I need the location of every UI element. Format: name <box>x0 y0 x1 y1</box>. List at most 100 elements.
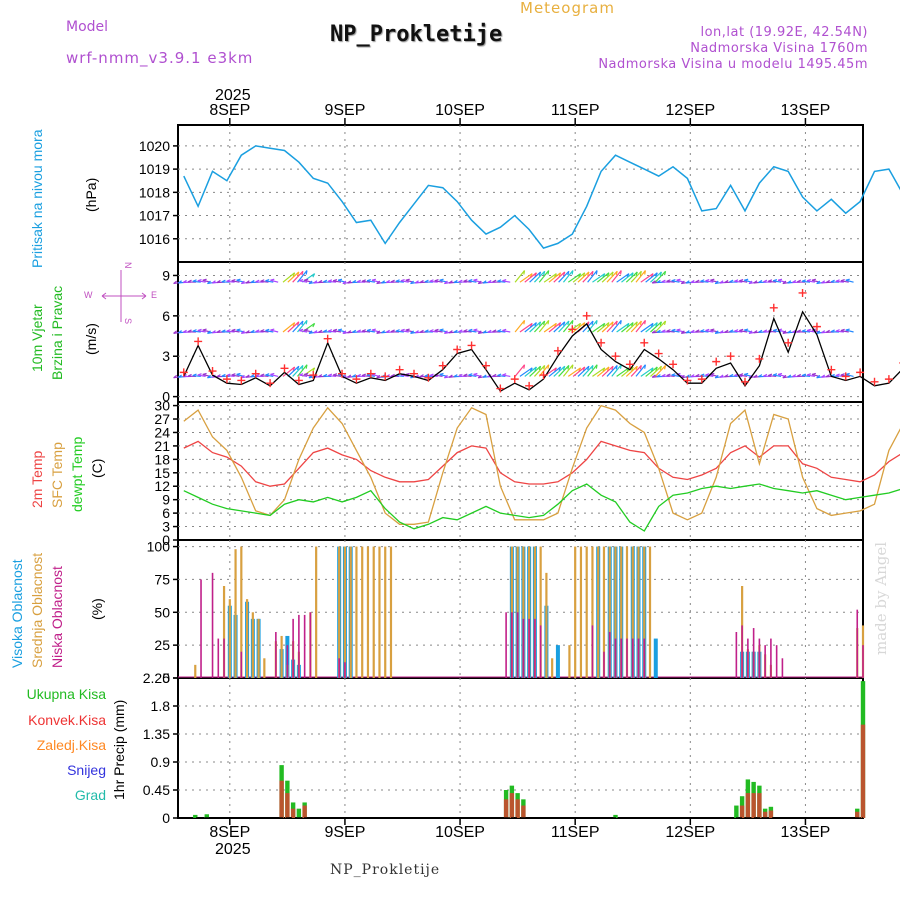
gust-marker <box>366 369 375 378</box>
wind-arrow <box>773 374 782 378</box>
precip-bar-1 <box>768 810 774 818</box>
wind-arrow-head <box>739 373 744 376</box>
wind-arrow-head <box>811 372 816 376</box>
wind-arrow-head <box>376 374 381 379</box>
wind-arrow <box>835 330 844 333</box>
y-tick-label: 1017 <box>139 208 170 224</box>
y-tick-label: 0 <box>162 670 170 686</box>
wind-arrow-head <box>453 329 458 333</box>
wind-arrow <box>434 330 443 333</box>
wind-arrow-head <box>825 374 830 378</box>
wind-arrow <box>468 330 477 333</box>
cloud-bar-1 <box>366 546 370 678</box>
wind-arrow <box>400 374 409 378</box>
compass-e: E <box>151 290 157 300</box>
wind-arrow <box>654 270 666 283</box>
wind-arrow <box>287 271 300 283</box>
wind-arrow-head <box>260 279 265 282</box>
wind-arrow-head <box>676 278 681 281</box>
gust-marker <box>179 368 188 377</box>
precip-legend-1: Konvek.Kisa <box>28 712 106 728</box>
cloud-bar-2 <box>781 658 784 678</box>
cloud-bar-1 <box>648 546 652 678</box>
model-altitude: Nadmorska Visina u modelu 1495.45m <box>598 57 868 72</box>
wind-arrow <box>611 319 622 333</box>
wind-arrow-head <box>571 270 574 275</box>
wind-arrow <box>287 365 300 377</box>
y-tick-label: 30 <box>154 398 170 414</box>
wind-arrow-head <box>615 271 618 276</box>
wind-arrow <box>645 366 658 377</box>
y-tick-label: 6 <box>162 308 170 324</box>
wind-arrow <box>806 330 815 333</box>
cloud-bar-1 <box>251 612 254 678</box>
wind-arrow-head <box>337 278 343 281</box>
wind-arrow-head <box>523 364 526 369</box>
cloud-bar-2 <box>637 638 640 678</box>
wind-arrow-head <box>202 372 207 376</box>
wind-arrow-head <box>187 329 192 333</box>
gust-marker <box>712 357 721 366</box>
wind-arrow-head <box>477 280 482 285</box>
wind-arrow-head <box>482 330 487 334</box>
y-tick-label: 0 <box>162 532 170 548</box>
gust-marker <box>395 365 404 374</box>
cloud-bar-2 <box>752 628 755 678</box>
wind-arrow <box>625 271 638 283</box>
gust-marker <box>338 369 347 378</box>
cloud-bars-group <box>178 546 865 678</box>
cloud-bar-1 <box>384 546 387 678</box>
wind-arrow-head <box>587 271 590 276</box>
x-tick-label-bottom: 10SEP <box>435 824 485 841</box>
wind-arrow <box>468 374 477 378</box>
wind-arrow-head <box>748 280 753 285</box>
y-tick-label: 2.25 <box>143 670 170 686</box>
wind-arrow-head <box>236 328 241 331</box>
wind-arrow-head <box>250 279 255 283</box>
wind-arrow <box>497 280 506 283</box>
wind-arrow-head <box>587 366 590 371</box>
x-tick-label-bottom: 8SEP <box>209 824 250 841</box>
wind-arrow <box>538 319 550 333</box>
wind-arrow-head <box>216 374 221 378</box>
wind-arrow <box>596 366 610 377</box>
wind-arrow-head <box>543 365 546 370</box>
precip-legend-0: Ukupna Kisa <box>27 686 107 702</box>
wind-arrow-head <box>700 329 705 332</box>
precip-bar-0 <box>613 814 618 818</box>
wind-arrow <box>282 366 296 377</box>
wind-arrow-head <box>816 280 821 285</box>
wind-arrow-head <box>529 367 533 372</box>
gust-marker <box>683 376 692 385</box>
wind-arrow-head <box>782 330 787 334</box>
gust-marker <box>453 345 462 354</box>
cloud-bar-1 <box>257 618 260 678</box>
wind-arrow-head <box>177 374 182 378</box>
cloud-bar-2 <box>620 638 623 678</box>
wind-arrow-head <box>216 329 221 333</box>
wind-arrow-head <box>680 330 685 334</box>
wind-arrow-head <box>313 280 318 284</box>
wind-arrow-head <box>312 367 316 372</box>
wind-arrow <box>606 270 618 283</box>
temperature-line-2 <box>183 483 900 532</box>
cloud-bar-2 <box>539 625 542 678</box>
wind-arrow-head <box>734 329 739 332</box>
gust-marker <box>726 352 735 361</box>
wind-arrow-head <box>439 278 444 281</box>
cloud-axis-title-2: Srednja Oblacnost <box>29 553 45 668</box>
cloud-bar-2 <box>735 632 738 678</box>
wind-arrow <box>533 365 546 377</box>
wind-arrow-head <box>661 279 666 283</box>
wind-arrow <box>197 330 206 333</box>
station-altitude: Nadmorska Visina 1760m <box>690 41 868 56</box>
wind-arrow-head <box>626 323 630 328</box>
wind-arrow-head <box>650 273 654 278</box>
cloud-bar-2 <box>344 662 346 678</box>
pressure-axis-title: Pritisak na nivou mora <box>29 129 45 268</box>
wind-arrow <box>558 320 570 333</box>
precip-bar-0 <box>204 814 209 818</box>
cloud-units: (%) <box>89 598 105 620</box>
wind-arrow-head <box>305 364 308 369</box>
wind-arrow <box>299 280 308 283</box>
